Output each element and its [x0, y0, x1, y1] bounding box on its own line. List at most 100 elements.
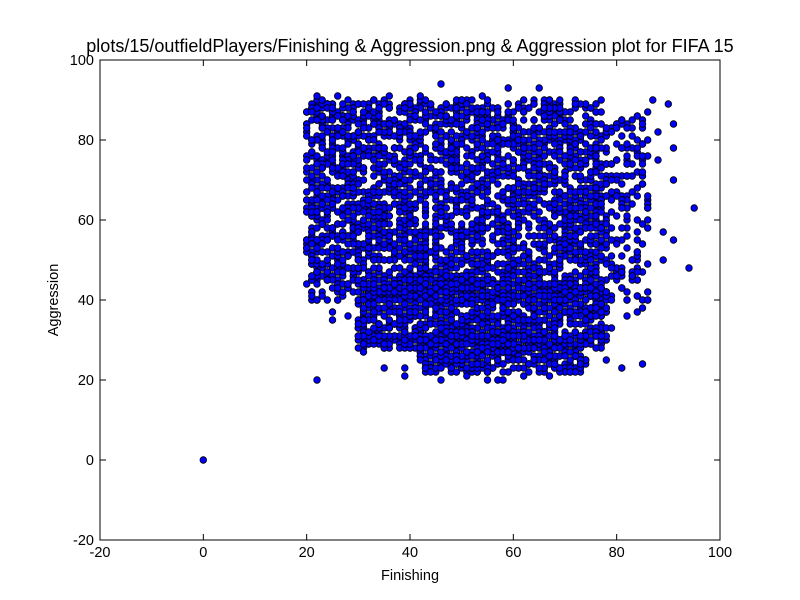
data-point: [468, 152, 476, 160]
data-point: [623, 140, 631, 148]
data-point: [520, 96, 528, 104]
y-tick-label: 80: [78, 133, 94, 149]
data-point: [576, 148, 585, 156]
data-point: [478, 304, 486, 312]
data-point: [323, 128, 331, 136]
data-point: [504, 152, 512, 160]
data-point: [380, 220, 388, 228]
data-point: [540, 348, 548, 356]
data-point: [551, 268, 559, 276]
data-point: [654, 156, 662, 164]
data-point: [396, 180, 404, 188]
data-point: [473, 280, 481, 288]
data-point: [359, 208, 368, 216]
data-point: [545, 96, 554, 104]
data-point: [540, 356, 548, 364]
data-point: [504, 84, 512, 92]
data-point: [323, 184, 331, 192]
data-point: [354, 120, 362, 128]
data-point: [442, 356, 450, 364]
data-point: [628, 256, 636, 264]
data-point: [644, 296, 652, 304]
data-point: [411, 200, 419, 208]
data-point: [525, 104, 533, 112]
data-point: [592, 268, 600, 276]
data-point: [551, 168, 559, 176]
data-point: [359, 304, 368, 312]
data-point: [623, 244, 631, 252]
data-point: [370, 308, 378, 316]
data-point: [339, 212, 347, 220]
data-point: [597, 172, 605, 180]
data-point: [638, 168, 647, 176]
data-point: [370, 136, 378, 144]
data-point: [354, 332, 362, 340]
data-point: [437, 136, 445, 144]
data-point: [535, 208, 543, 216]
data-point: [623, 296, 631, 304]
data-point: [308, 256, 316, 264]
data-point: [401, 160, 409, 168]
data-point: [623, 124, 631, 132]
data-point: [597, 236, 605, 244]
data-point: [401, 328, 409, 336]
data-point: [323, 256, 331, 264]
data-point: [576, 360, 585, 368]
data-point: [499, 368, 507, 376]
data-point: [659, 228, 667, 236]
data-point: [432, 268, 440, 276]
data-point: [535, 172, 543, 180]
data-point: [561, 352, 569, 360]
data-point: [509, 124, 517, 132]
data-point: [442, 100, 450, 108]
data-point: [540, 248, 548, 256]
data-point: [313, 208, 321, 216]
data-point: [561, 172, 569, 180]
data-point: [421, 300, 430, 308]
data-point: [447, 344, 455, 352]
data-point: [478, 92, 486, 100]
data-point: [582, 296, 590, 304]
data-point: [566, 292, 574, 300]
data-point: [540, 104, 548, 112]
data-point: [638, 152, 647, 160]
data-point: [375, 236, 383, 244]
data-point: [375, 112, 383, 120]
data-point: [669, 176, 678, 184]
data-point: [509, 364, 517, 372]
data-point: [571, 352, 579, 360]
data-point: [437, 364, 445, 372]
data-point: [592, 344, 600, 352]
data-point: [328, 148, 337, 156]
data-point: [576, 332, 585, 340]
data-point: [458, 220, 466, 228]
data-point: [571, 368, 579, 376]
data-point: [504, 184, 512, 192]
data-point: [328, 316, 337, 324]
data-point: [452, 264, 461, 272]
data-point: [530, 116, 538, 124]
data-point: [499, 216, 507, 224]
data-point: [545, 372, 554, 380]
data-point: [551, 232, 559, 240]
data-point: [602, 180, 610, 188]
data-point: [592, 220, 600, 228]
data-point: [571, 268, 579, 276]
data-point: [354, 228, 362, 236]
data-point: [530, 356, 538, 364]
data-point: [520, 268, 528, 276]
data-point: [509, 116, 517, 124]
data-point: [535, 268, 543, 276]
data-point: [380, 284, 388, 292]
data-point: [654, 128, 662, 136]
data-point: [427, 100, 435, 108]
data-point: [623, 172, 631, 180]
data-point: [385, 308, 393, 316]
data-point: [318, 192, 326, 200]
data-point: [339, 220, 347, 228]
data-point: [623, 212, 631, 220]
data-point: [535, 216, 543, 224]
x-tick-label: 20: [299, 545, 315, 561]
data-point: [406, 220, 414, 228]
